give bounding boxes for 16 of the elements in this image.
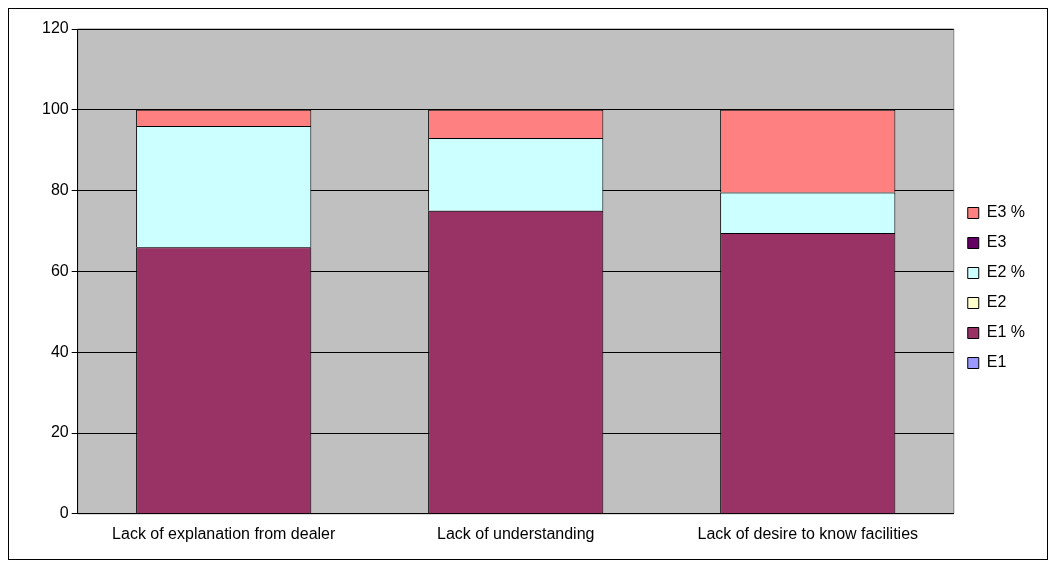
x-tick-label: Lack of desire to know facilities	[697, 524, 919, 542]
legend-label: E1	[986, 353, 1007, 371]
y-tick-label: 100	[41, 100, 69, 118]
legend-label: E3	[986, 233, 1007, 251]
y-tick-label: 120	[41, 19, 69, 37]
legend-label: E2 %	[986, 263, 1026, 281]
x-tick-label: Lack of understanding	[437, 524, 595, 542]
y-tick-label: 40	[50, 342, 69, 360]
legend-label: E3 %	[986, 203, 1026, 221]
legend-label: E1 %	[986, 323, 1026, 341]
legend-label: E2	[986, 293, 1007, 311]
y-tick-label: 20	[50, 423, 69, 441]
y-tick-label: 60	[50, 261, 69, 279]
y-tick-label: 80	[50, 181, 69, 199]
x-tick-label: Lack of explanation from dealer	[112, 524, 336, 542]
y-tick-label: 0	[59, 504, 69, 522]
